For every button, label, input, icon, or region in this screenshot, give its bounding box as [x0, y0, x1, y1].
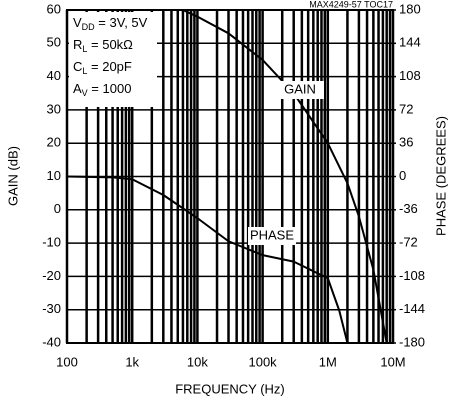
y-tick-label: 40 [47, 68, 61, 83]
annotation: VDD = 3V, 5V [73, 15, 148, 32]
y-tick-label: 20 [47, 135, 61, 150]
x-tick-label: 1M [319, 354, 337, 369]
y-tick-label: 30 [47, 101, 61, 116]
y2-axis-label: PHASE (DEGREES) [433, 116, 448, 236]
y-tick-label: 0 [54, 201, 61, 216]
annotation-subscript: V [82, 88, 88, 98]
x-tick-label: 100 [56, 354, 78, 369]
y2-tick-label: 36 [399, 135, 413, 150]
y-tick-label: -20 [42, 268, 61, 283]
annotation-subscript: L [82, 66, 87, 76]
annotation-subscript: DD [82, 22, 95, 32]
series-label-bg [248, 227, 296, 245]
y2-tick-label: -108 [399, 268, 425, 283]
y2-tick-label: 72 [399, 101, 413, 116]
annotation: RL = 50kΩ [73, 37, 133, 54]
x-tick-label: 10k [187, 354, 208, 369]
y2-tick-label: -72 [399, 235, 418, 250]
annotation: CL = 20pF [73, 59, 132, 76]
annotation-symbol: A [73, 81, 82, 96]
y-tick-label: -40 [42, 334, 61, 349]
y-tick-label: 10 [47, 168, 61, 183]
x-axis-label: FREQUENCY (Hz) [175, 381, 285, 396]
y2-tick-label: -144 [399, 301, 425, 316]
annotation-symbol: V [73, 15, 82, 30]
annotation-text: = 20pF [87, 59, 132, 74]
annotation-box [69, 12, 157, 107]
series-label-bg [276, 81, 324, 99]
y2-tick-label: 108 [399, 68, 421, 83]
series-label: GAIN [284, 81, 316, 96]
x-tick-label: 100k [248, 354, 277, 369]
annotation-symbol: C [73, 59, 82, 74]
x-tick-label: 10M [380, 354, 405, 369]
y-tick-label: 60 [47, 1, 61, 16]
y-tick-label: -30 [42, 301, 61, 316]
series-line [66, 175, 349, 344]
y2-tick-label: 180 [399, 1, 421, 16]
y2-tick-label: -36 [399, 201, 418, 216]
annotation-text: = 50kΩ [87, 37, 133, 52]
series-label: PHASE [250, 227, 294, 242]
annotation-symbol: R [73, 37, 82, 52]
y2-tick-label: 0 [399, 168, 406, 183]
x-tick-label: 1k [125, 354, 139, 369]
y-tick-label: 50 [47, 35, 61, 50]
y-axis-label: GAIN (dB) [5, 146, 20, 206]
y2-tick-label: 144 [399, 35, 421, 50]
series-line [182, 9, 388, 344]
y-tick-label: -10 [42, 235, 61, 250]
y2-tick-label: -180 [399, 334, 425, 349]
annotation: AV = 1000 [73, 81, 131, 98]
annotation-subscript: L [82, 44, 87, 54]
annotation-text: = 3V, 5V [95, 15, 148, 30]
figure-code: MAX4249-57 TOC17 [309, 0, 393, 9]
annotation-text: = 1000 [88, 81, 132, 96]
